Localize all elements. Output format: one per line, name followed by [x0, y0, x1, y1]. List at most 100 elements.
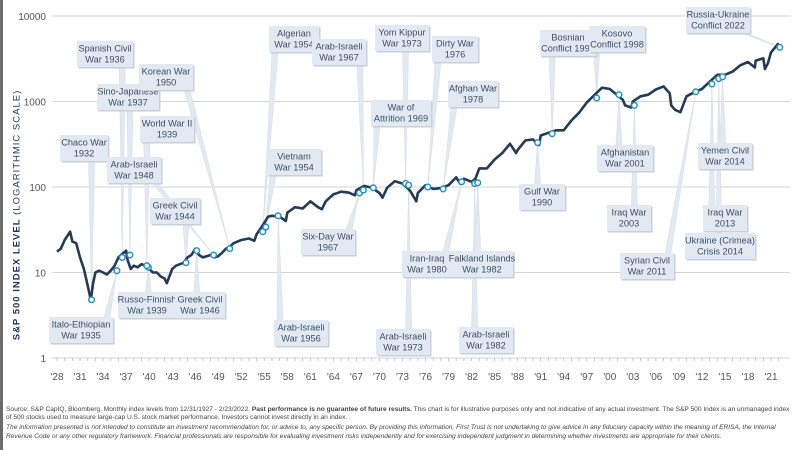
x-tick-label: '40 [143, 372, 156, 383]
annotation-label: War 2014 [705, 157, 745, 167]
annotation-label: 1990 [532, 198, 552, 208]
leader-line [103, 270, 118, 318]
x-tick-label: '70 [373, 372, 386, 383]
annotation: Ukraine (Crimea)Crisis 2014 [685, 233, 757, 261]
x-tick-label: '03 [626, 372, 639, 383]
y-tick-label: 100 [29, 183, 46, 194]
leader-line [719, 76, 726, 144]
event-marker [274, 212, 282, 220]
event-marker [692, 88, 700, 96]
leader-line [193, 250, 200, 293]
x-tick-label: '64 [327, 372, 340, 383]
leader-line [615, 94, 623, 146]
x-tick-label: '00 [603, 372, 616, 383]
annotation-label: Bosnian [551, 33, 584, 43]
annotation-box [402, 251, 452, 277]
event-marker [143, 262, 151, 270]
annotation-label: War of [388, 103, 415, 113]
x-tick-label: '15 [718, 372, 731, 383]
y-tick-label: 10000 [18, 12, 46, 23]
x-tick-label: '58 [281, 372, 294, 383]
annotation-label: 2013 [715, 219, 735, 229]
event-marker [87, 296, 96, 304]
event-marker [424, 183, 432, 191]
annotation-box [540, 30, 596, 56]
x-tick-label: '67 [350, 372, 363, 383]
event-marker [259, 228, 267, 236]
annotation-label: Sino-Japanese [97, 87, 158, 97]
x-tick-label: '37 [120, 372, 133, 383]
annotation-label: War 2011 [628, 267, 667, 277]
annotation-label: Ukraine (Crimea) [685, 236, 755, 246]
annotation-box [620, 253, 674, 279]
annotation-label: 1976 [445, 50, 465, 60]
footer: Source: S&P CapIQ, Bloomberg. Monthly in… [6, 406, 796, 443]
annotation-label: Arab-Israeli [278, 323, 325, 333]
x-tick-label: '85 [488, 372, 501, 383]
annotation-label: Greek Civil [178, 295, 223, 305]
annotation-label: Syrian Civil [624, 256, 670, 266]
annotation-box [597, 145, 653, 171]
leader-line [276, 215, 284, 321]
annotation-label: War 1954 [274, 40, 314, 50]
x-tick-label: '43 [166, 372, 179, 383]
x-tick-label: '34 [97, 372, 110, 383]
leader-line [345, 192, 360, 230]
event-marker [113, 267, 121, 275]
x-tick-label: '31 [74, 372, 87, 383]
annotation-label: War 1944 [155, 212, 195, 222]
leader-line [548, 55, 556, 134]
event-marker [719, 73, 727, 81]
leader-line [534, 142, 541, 185]
event-marker [193, 247, 201, 255]
left-border [0, 0, 3, 450]
annotation-box [371, 100, 431, 126]
y-axis-label: S&P 500 INDEX LEVEL (LOGARITHMIC SCALE) [4, 60, 30, 370]
annotation-box [60, 135, 108, 161]
annotation-box [150, 198, 200, 224]
x-tick-label: '91 [534, 372, 547, 383]
event-marker [210, 251, 218, 259]
annotation-box [301, 229, 355, 255]
y-axis-label-scale: (LOGARITHMIC SCALE) [11, 89, 23, 215]
annotation-box [685, 233, 755, 259]
annotation-label: 1967 [318, 243, 338, 253]
annotation-box [703, 205, 747, 231]
annotation-label: War 1956 [281, 334, 321, 344]
annotation-box [77, 41, 133, 67]
x-tick-label: '61 [304, 372, 317, 383]
annotation-box [451, 251, 513, 277]
x-tick-label: '76 [419, 372, 432, 383]
event-marker [615, 91, 623, 99]
annotation-label: Crisis 2014 [697, 247, 743, 257]
annotation-label: Chaco War [61, 138, 107, 148]
event-marker [474, 179, 482, 187]
annotation-label: 1932 [74, 149, 94, 159]
annotation-label: War 1982 [466, 341, 506, 351]
annotation-label: Iran-Iraq [410, 254, 445, 264]
event-marker [262, 223, 270, 231]
annotation-label: Italo-Ethiopian [52, 320, 111, 330]
event-marker [126, 251, 134, 259]
event-marker [118, 253, 126, 261]
event-marker [548, 130, 556, 138]
leader-line [474, 182, 481, 252]
annotation-box [118, 292, 176, 318]
annotation-label: War 1967 [319, 53, 359, 63]
annotation-box [375, 25, 429, 51]
x-tick-label: '97 [580, 372, 593, 383]
annotation-label: Falkland Islands [449, 254, 516, 264]
annotation-label: 1950 [156, 78, 176, 88]
